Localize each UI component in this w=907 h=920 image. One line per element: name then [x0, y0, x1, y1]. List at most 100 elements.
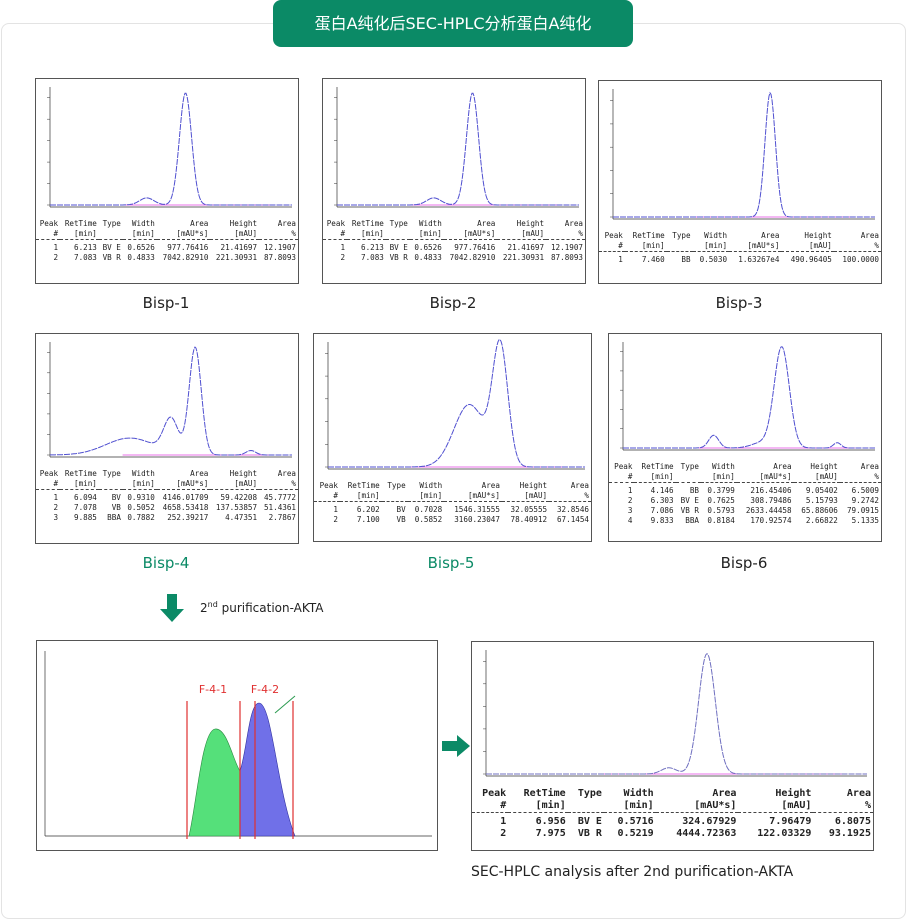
header-cell: #: [618, 241, 623, 250]
separator: [839, 482, 881, 486]
cell: BV E: [102, 243, 121, 252]
fraction-label: F-4-2: [251, 683, 279, 696]
header-cell: Type: [387, 481, 406, 490]
separator: [60, 489, 99, 493]
cell: VB R: [680, 506, 699, 515]
header-cell: Area: [712, 788, 737, 799]
peak-table: Peak RetTime Type Width Area Height Area # [min]…: [323, 219, 585, 263]
cell: 6.8075: [834, 816, 871, 827]
sep: [609, 482, 881, 486]
header-cell: [min]: [74, 229, 97, 238]
header-cell: [mAU*s]: [176, 229, 209, 238]
separator: [409, 239, 444, 243]
header-cell: Type: [577, 788, 602, 799]
header-cell: Area: [277, 219, 296, 228]
header-cell: Width: [704, 231, 728, 240]
separator: [634, 482, 676, 486]
header-row: Peak RetTime Type Width Area Height Area: [36, 469, 298, 479]
cell: 0.9310: [127, 493, 155, 502]
separator: [407, 501, 445, 505]
sep: [472, 812, 873, 816]
cell: 5.15793: [805, 496, 838, 505]
cell: 3: [627, 506, 633, 515]
peak-table: Peak RetTime Type Width Area Height Area # [min]…: [609, 462, 881, 526]
data-row: 2 7.083 VB R 0.4833 7042.82910 221.30931 87.80…: [36, 253, 298, 263]
chromatogram-panel: Peak RetTime Type Width Area Height Area # [min]…: [608, 333, 882, 542]
header-cell: [min]: [419, 491, 443, 500]
peak-table: Peak RetTime Type Width Area Height Area # [min]…: [36, 219, 298, 263]
cell: 0.3799: [707, 486, 735, 495]
cell: 7.96479: [769, 816, 812, 827]
header-cell: Area: [860, 231, 879, 240]
plot: [47, 87, 292, 208]
chromatogram: [486, 653, 867, 775]
step-num: 2: [200, 601, 208, 615]
cell: VB R: [577, 828, 602, 839]
cell: 0.5716: [617, 816, 654, 827]
header-cell: Area: [481, 481, 500, 490]
chromatogram: [50, 92, 292, 206]
header-cell: [min]: [535, 800, 566, 811]
cell: 122.03329: [757, 828, 812, 839]
header-cell: [min]: [704, 241, 728, 250]
header-cell: [386, 229, 410, 240]
separator: [156, 239, 211, 243]
header-cell: Area: [477, 219, 496, 228]
cell: 6.5009: [851, 486, 879, 495]
header-row: Peak RetTime Type Width Area Height Area: [609, 462, 881, 472]
separator: [567, 812, 604, 816]
cell: 4.146: [650, 486, 674, 495]
separator: [729, 251, 782, 255]
separator: [444, 501, 502, 505]
cell: VB R: [102, 253, 121, 262]
panel-label: Bisp-3: [715, 294, 763, 312]
header-cell: [min]: [623, 800, 654, 811]
cell: 1: [627, 486, 633, 495]
cell: 1: [500, 816, 507, 827]
separator: [508, 812, 568, 816]
plot: [47, 342, 292, 458]
data-row: 1 6.202 BV 0.7028 1546.31555 32.05555 32.8546: [314, 505, 591, 515]
cell: 977.76416: [167, 243, 209, 252]
header-cell: [mAU*s]: [694, 800, 737, 811]
header-cell: Width: [131, 219, 155, 228]
cell: 7042.82910: [449, 253, 496, 262]
header-cell: #: [340, 229, 346, 238]
cell: 1: [618, 255, 623, 264]
header-cell: Peak: [614, 462, 633, 471]
header-row: # [min] [min] [mAU*s] [mAU]%: [36, 229, 298, 240]
cell: 21.41697: [507, 243, 545, 252]
cell: 9.833: [650, 516, 674, 525]
separator: [323, 239, 348, 243]
separator: [259, 489, 298, 493]
separator: [156, 489, 211, 493]
header-cell: Area: [860, 462, 879, 471]
cell: 7.083: [74, 253, 97, 262]
cell: 0.6526: [414, 243, 442, 252]
panel-label: Bisp-1: [142, 294, 190, 312]
separator: [497, 239, 547, 243]
akta-panel: F-4-1 F-4-2: [36, 640, 438, 851]
header-cell: [min]: [74, 479, 97, 488]
header-cell: RetTime: [64, 469, 97, 478]
cell: BBA: [107, 513, 121, 522]
header-row: # [min] [min] [mAU*s] [mAU]%: [36, 479, 298, 490]
peak-table: Peak RetTime Type Width Area Height Area # [min]…: [36, 469, 298, 523]
cell: 87.8093: [263, 253, 296, 262]
cell: 6.303: [650, 496, 674, 505]
header-cell: [mAU*s]: [759, 472, 792, 481]
separator: [36, 239, 61, 243]
panel-label: Bisp-6: [720, 554, 768, 572]
header-cell: Peak: [482, 788, 507, 799]
chromatogram-panel: Peak RetTime Type Width Area Height Area # [min]…: [598, 80, 882, 284]
header-cell: %: [291, 479, 296, 488]
sep: [599, 251, 881, 255]
separator: [339, 501, 382, 505]
header-cell: [676, 472, 701, 483]
header-cell: Area: [190, 469, 209, 478]
data-row: 1 4.146 BB 0.3799 216.45406 9.05402 6.5009: [609, 486, 881, 496]
separator: [736, 482, 794, 486]
cell: 0.5030: [699, 255, 728, 264]
cell: 0.5219: [617, 828, 654, 839]
cell: 977.76416: [454, 243, 496, 252]
